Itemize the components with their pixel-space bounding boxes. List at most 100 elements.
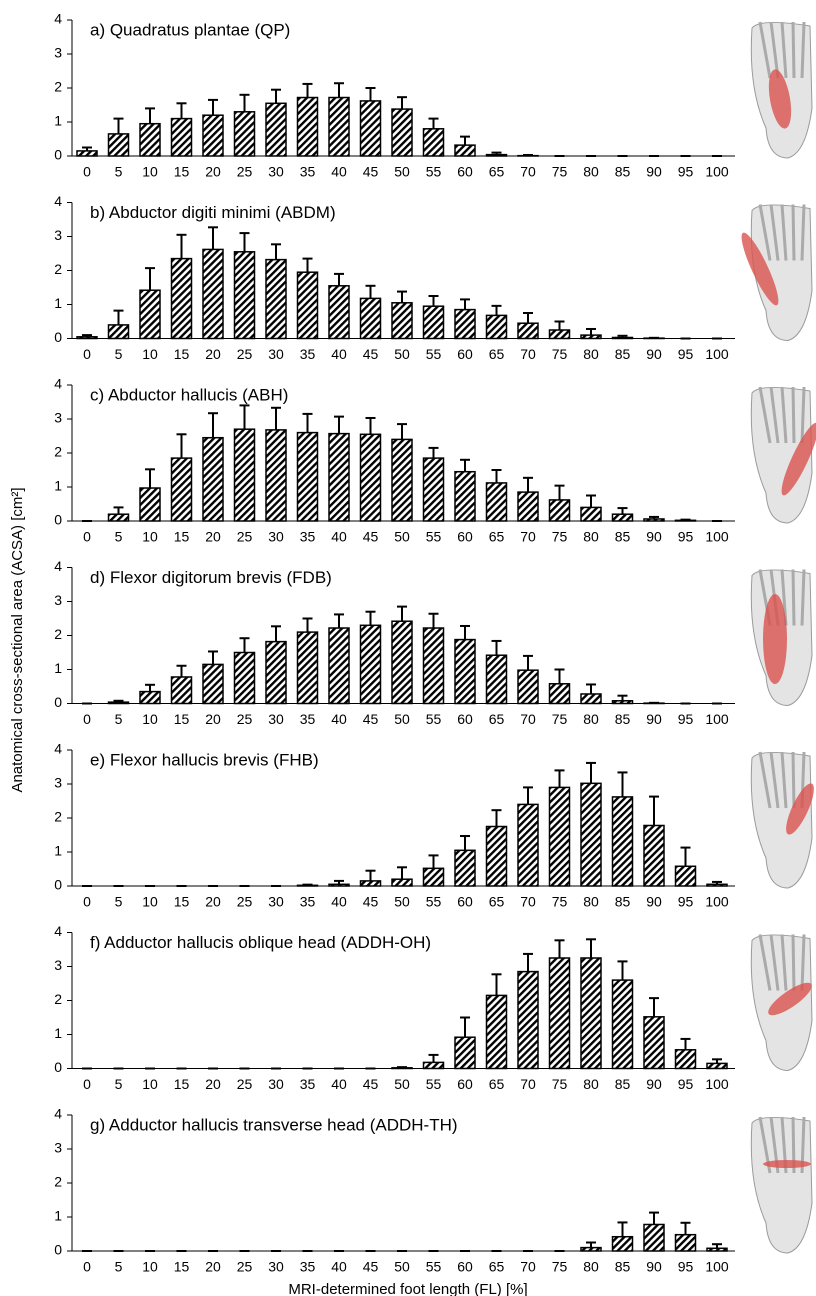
y-tick-label: 0 [54, 877, 62, 893]
error-bar [554, 484, 565, 500]
x-tick-label: 85 [615, 711, 631, 727]
error-bar [302, 82, 313, 98]
bar [580, 334, 602, 340]
x-tick-label: 30 [268, 894, 284, 910]
bar [454, 1036, 476, 1070]
x-tick-label: 40 [331, 894, 347, 910]
error-bar [397, 1066, 407, 1069]
x-tick-label: 65 [489, 346, 505, 362]
x-tick-label: 10 [142, 1259, 158, 1275]
bar [359, 880, 382, 887]
error-bar [649, 795, 659, 826]
error-bar [460, 835, 470, 851]
bar [548, 957, 571, 1070]
bar [643, 1223, 665, 1252]
y-tick-label: 4 [54, 11, 62, 27]
x-tick-label: 100 [705, 1076, 729, 1092]
x-tick-label: 5 [115, 529, 123, 545]
x-tick-label: 55 [426, 346, 442, 362]
toe [780, 386, 788, 444]
x-tick-label: 0 [83, 1076, 91, 1092]
bar [422, 305, 445, 340]
x-tick-label: 85 [615, 894, 631, 910]
error-bar [586, 761, 596, 784]
bar [422, 1061, 445, 1070]
y-tick-label: 0 [54, 329, 62, 345]
muscle-highlight [741, 232, 779, 306]
error-bar [145, 683, 155, 692]
bar [580, 782, 602, 887]
bar [265, 640, 287, 705]
toe [780, 21, 788, 79]
toe [800, 204, 806, 261]
x-tick-label: 50 [394, 529, 410, 545]
x-tick-label: 40 [331, 164, 347, 180]
y-tick-label: 1 [54, 113, 62, 129]
bar [202, 114, 224, 157]
y-tick-label: 3 [54, 592, 62, 608]
muscle-highlight [781, 422, 816, 496]
x-tick-label: 80 [583, 1076, 599, 1092]
bar [233, 651, 256, 705]
bar [580, 506, 602, 522]
x-tick-label: 20 [205, 894, 221, 910]
error-bar [428, 117, 439, 129]
y-tick-label: 3 [54, 410, 62, 426]
x-tick-label: 50 [394, 346, 410, 362]
x-tick-label: 15 [174, 164, 190, 180]
x-tick-label: 15 [174, 711, 190, 727]
foot-illustration [750, 1116, 813, 1254]
x-tick-label: 35 [300, 346, 316, 362]
error-bar [113, 117, 124, 134]
bar [517, 491, 539, 522]
bar [611, 336, 634, 340]
x-tick-label: 60 [457, 164, 473, 180]
error-bar [617, 507, 628, 515]
error-bar [680, 1037, 691, 1050]
error-bar [239, 637, 250, 653]
x-tick-label: 5 [115, 164, 123, 180]
muscle-highlight [768, 69, 792, 129]
x-tick-label: 20 [205, 1076, 221, 1092]
x-tick-label: 80 [583, 529, 599, 545]
x-tick-label: 30 [268, 529, 284, 545]
x-tick-label: 45 [363, 894, 379, 910]
x-tick-label: 75 [552, 711, 568, 727]
error-bar [649, 1211, 659, 1225]
bar [422, 128, 445, 157]
error-bar [365, 416, 376, 435]
x-tick-label: 50 [394, 1259, 410, 1275]
x-tick-label: 35 [300, 529, 316, 545]
error-bar [365, 87, 376, 101]
x-tick-label: 100 [705, 346, 729, 362]
x-tick-label: 85 [615, 529, 631, 545]
x-tick-label: 20 [205, 529, 221, 545]
y-tick-label: 2 [54, 991, 62, 1007]
error-bar [523, 786, 533, 805]
y-tick-label: 1 [54, 843, 62, 859]
x-tick-label: 85 [615, 1259, 631, 1275]
x-tick-label: 20 [205, 346, 221, 362]
bar [611, 796, 634, 887]
error-bar [176, 233, 187, 259]
bar [706, 883, 728, 887]
y-tick-label: 3 [54, 775, 62, 791]
y-tick-label: 2 [54, 444, 62, 460]
x-tick-label: 45 [363, 711, 379, 727]
error-bar [586, 1241, 596, 1248]
bar [328, 285, 350, 340]
bar [170, 676, 193, 705]
bar [454, 144, 476, 157]
y-tick-label: 3 [54, 957, 62, 973]
bar [202, 663, 224, 705]
bar [107, 133, 130, 157]
x-tick-label: 10 [142, 711, 158, 727]
y-tick-label: 2 [54, 261, 62, 277]
error-bar [554, 769, 565, 788]
bar [107, 513, 130, 522]
bar [517, 322, 539, 340]
x-tick-label: 85 [615, 346, 631, 362]
error-bar [397, 423, 407, 440]
toe [758, 21, 772, 79]
error-bar [82, 334, 92, 337]
